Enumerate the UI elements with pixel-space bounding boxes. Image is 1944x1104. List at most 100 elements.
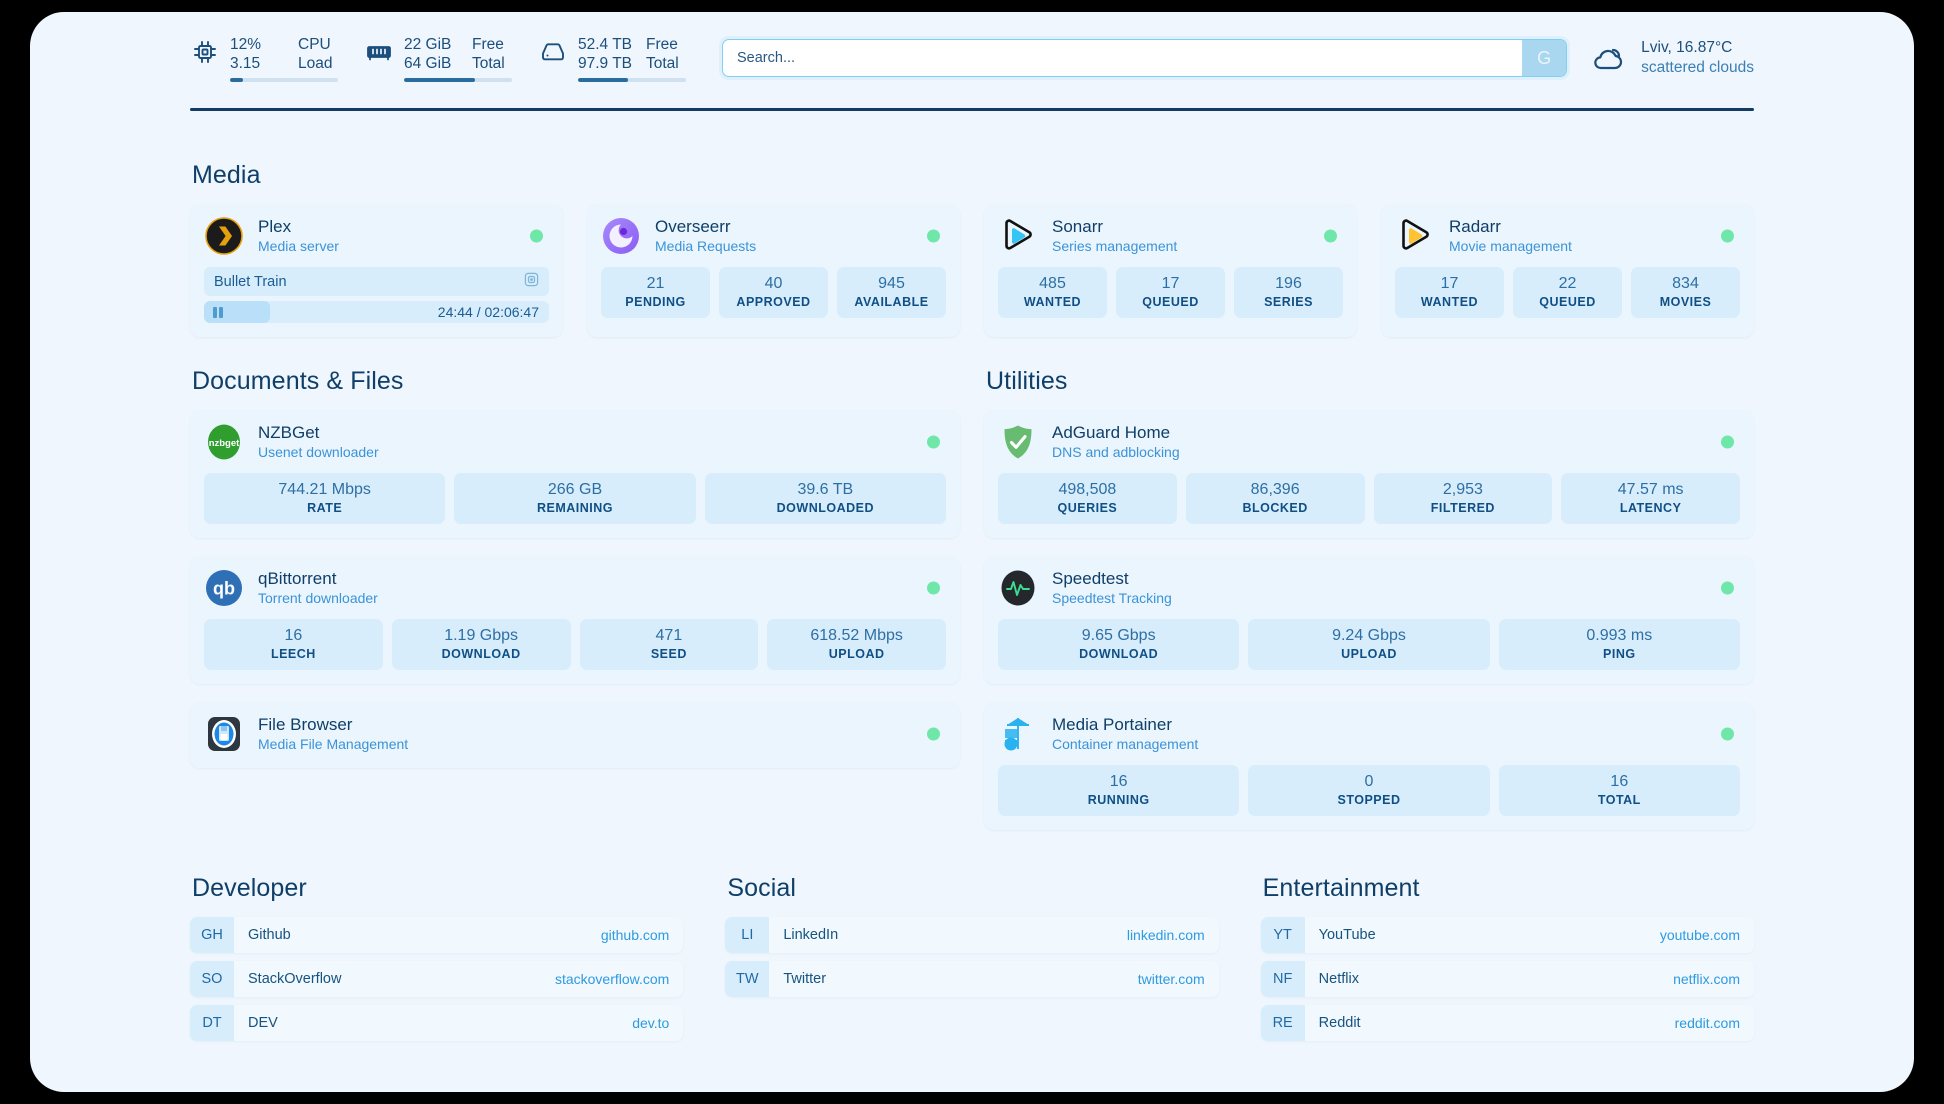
service-description: Series management <box>1052 238 1178 254</box>
service-card[interactable]: Sonarr Series management 485 WANTED 17 QUEUED… <box>984 204 1357 337</box>
service-name: NZBGet <box>258 423 320 442</box>
stat-block[interactable]: 618.52 Mbps UPLOAD <box>767 619 946 670</box>
portainer-logo <box>998 714 1038 754</box>
resource-label-top: Free <box>646 35 678 53</box>
header-bar: 12% 3.15 CPU Load 22 GiB 64 GiB Free Total 52.4 … <box>30 12 1914 104</box>
service-header[interactable]: Sonarr Series management <box>998 216 1343 256</box>
bookmark-item[interactable]: YT YouTube youtube.com <box>1260 917 1754 953</box>
section-title-media: Media <box>192 161 261 189</box>
stat-block[interactable]: 17 WANTED <box>1395 267 1504 318</box>
service-header[interactable]: nzbget NZBGet Usenet downloader <box>204 422 946 462</box>
service-card[interactable]: nzbget NZBGet Usenet downloader 744.21 Mbps… <box>190 410 960 538</box>
section-title-documents: Documents & Files <box>192 367 404 395</box>
section-title-utilities: Utilities <box>986 367 1068 395</box>
service-card[interactable]: Radarr Movie management 17 WANTED 22 QUEUED 83… <box>1381 204 1754 337</box>
stat-block[interactable]: 9.24 Gbps UPLOAD <box>1248 619 1490 670</box>
search-input[interactable] <box>723 40 1523 76</box>
stat-block[interactable]: 40 APPROVED <box>719 267 828 318</box>
stat-block[interactable]: 498,508 QUERIES <box>998 473 1177 524</box>
documents-service-list: nzbget NZBGet Usenet downloader 744.21 Mbps… <box>190 410 960 768</box>
stat-block[interactable]: 0.993 ms PING <box>1498 619 1740 670</box>
stat-block[interactable]: 1.19 Gbps DOWNLOAD <box>391 619 571 670</box>
stat-block[interactable]: 485 WANTED <box>998 267 1107 318</box>
service-header[interactable]: AdGuard Home DNS and adblocking <box>998 422 1740 462</box>
service-header[interactable]: Speedtest Speedtest Tracking <box>998 568 1740 608</box>
stat-label: PENDING <box>625 295 686 309</box>
service-header[interactable]: Plex Media server <box>204 216 549 256</box>
stat-block[interactable]: 22 QUEUED <box>1513 267 1622 318</box>
resource-label-top: CPU <box>298 35 331 53</box>
service-description: Movie management <box>1449 238 1572 254</box>
nzbget-logo: nzbget <box>204 422 244 462</box>
pause-icon[interactable] <box>213 306 223 318</box>
bookmark-url: linkedin.com <box>1126 927 1205 943</box>
stat-block[interactable]: 47.57 ms LATENCY <box>1561 473 1740 524</box>
stat-value: 266 GB <box>547 481 603 498</box>
stat-block[interactable]: 471 SEED <box>579 619 759 670</box>
stat-block[interactable]: 16 TOTAL <box>1498 765 1740 816</box>
resource-label-bottom: Total <box>646 54 679 72</box>
stat-block[interactable]: 834 MOVIES <box>1631 267 1740 318</box>
stat-value: 17 <box>1440 275 1459 292</box>
status-badge <box>927 581 940 595</box>
resource-label-bottom: Total <box>472 54 505 72</box>
service-card[interactable]: Plex Media server Bullet Train 24:44 / 02:0… <box>190 204 563 337</box>
service-header[interactable]: Media Portainer Container management <box>998 714 1740 754</box>
bookmark-list: YT YouTube youtube.com NF Netflix netflix.com… <box>1260 917 1754 1041</box>
bookmark-group-title: Developer <box>192 874 307 902</box>
service-card[interactable]: Media Portainer Container management 16 RUN… <box>984 702 1754 830</box>
service-stats: 498,508 QUERIES 86,396 BLOCKED 2,953 FILTERED… <box>998 473 1740 524</box>
resource-disk: 52.4 TB 97.9 TB Free Total <box>538 35 686 82</box>
stat-value: 2,953 <box>1442 481 1483 498</box>
sonarr-logo <box>998 216 1038 256</box>
stat-block[interactable]: 0 STOPPED <box>1248 765 1490 816</box>
stat-label: REMAINING <box>536 501 613 515</box>
media-player[interactable]: Bullet Train 24:44 / 02:06:47 <box>204 267 549 323</box>
stat-block[interactable]: 16 LEECH <box>204 619 383 670</box>
bookmark-item[interactable]: DT DEV dev.to <box>190 1005 684 1041</box>
stat-block[interactable]: 196 SERIES <box>1234 267 1343 318</box>
resource-value-top: 22 GiB <box>404 35 452 53</box>
service-card[interactable]: qb qBittorrent Torrent downloader 16 LEECH 1.… <box>190 556 960 684</box>
stat-block[interactable]: 21 PENDING <box>601 267 710 318</box>
search-bar[interactable]: G <box>722 39 1568 77</box>
stat-label: UPLOAD <box>828 647 885 661</box>
stat-block[interactable]: 86,396 BLOCKED <box>1185 473 1365 524</box>
bookmark-item[interactable]: SO StackOverflow stackoverflow.com <box>190 961 684 997</box>
bookmark-item[interactable]: GH Github github.com <box>190 917 684 953</box>
bookmark-name: Reddit <box>1318 1015 1361 1031</box>
bookmark-name: Twitter <box>783 971 827 987</box>
dashboard-page: 12% 3.15 CPU Load 22 GiB 64 GiB Free Total 52.4 … <box>30 12 1914 1092</box>
service-header[interactable]: qb qBittorrent Torrent downloader <box>204 568 946 608</box>
service-card[interactable]: AdGuard Home DNS and adblocking 498,508 QUE… <box>984 410 1754 538</box>
status-badge <box>927 229 940 243</box>
service-header[interactable]: Radarr Movie management <box>1395 216 1740 256</box>
stat-block[interactable]: 17 QUEUED <box>1116 267 1225 318</box>
player-progress-bar[interactable]: 24:44 / 02:06:47 <box>204 301 549 323</box>
stat-block[interactable]: 744.21 Mbps RATE <box>204 473 446 524</box>
stat-block[interactable]: 39.6 TB DOWNLOADED <box>704 473 946 524</box>
stat-block[interactable]: 2,953 FILTERED <box>1373 473 1553 524</box>
stat-label: SEED <box>650 647 687 661</box>
stat-block[interactable]: 266 GB REMAINING <box>454 473 696 524</box>
service-card[interactable]: File Browser Media File Management <box>190 702 960 768</box>
stat-block[interactable]: 9.65 Gbps DOWNLOAD <box>998 619 1240 670</box>
service-header[interactable]: Overseerr Media Requests <box>601 216 946 256</box>
service-card[interactable]: Speedtest Speedtest Tracking 9.65 Gbps DOWN… <box>984 556 1754 684</box>
search-submit-button[interactable]: G <box>1522 40 1567 76</box>
bookmark-item[interactable]: TW Twitter twitter.com <box>725 961 1219 997</box>
service-header[interactable]: File Browser Media File Management <box>204 714 946 754</box>
service-card[interactable]: Overseerr Media Requests 21 PENDING 40 APPROV… <box>587 204 960 337</box>
status-badge <box>1721 727 1734 741</box>
stat-block[interactable]: 945 AVAILABLE <box>837 267 946 318</box>
status-badge <box>927 727 940 741</box>
bookmark-item[interactable]: NF Netflix netflix.com <box>1260 961 1754 997</box>
cast-icon[interactable] <box>524 272 539 291</box>
bookmark-item[interactable]: RE Reddit reddit.com <box>1260 1005 1754 1041</box>
bookmark-abbr: NF <box>1260 961 1305 997</box>
bookmark-item[interactable]: LI LinkedIn linkedin.com <box>725 917 1219 953</box>
status-badge <box>927 435 940 449</box>
stat-label: STOPPED <box>1337 793 1401 807</box>
speedtest-logo <box>998 568 1038 608</box>
stat-block[interactable]: 16 RUNNING <box>998 765 1240 816</box>
